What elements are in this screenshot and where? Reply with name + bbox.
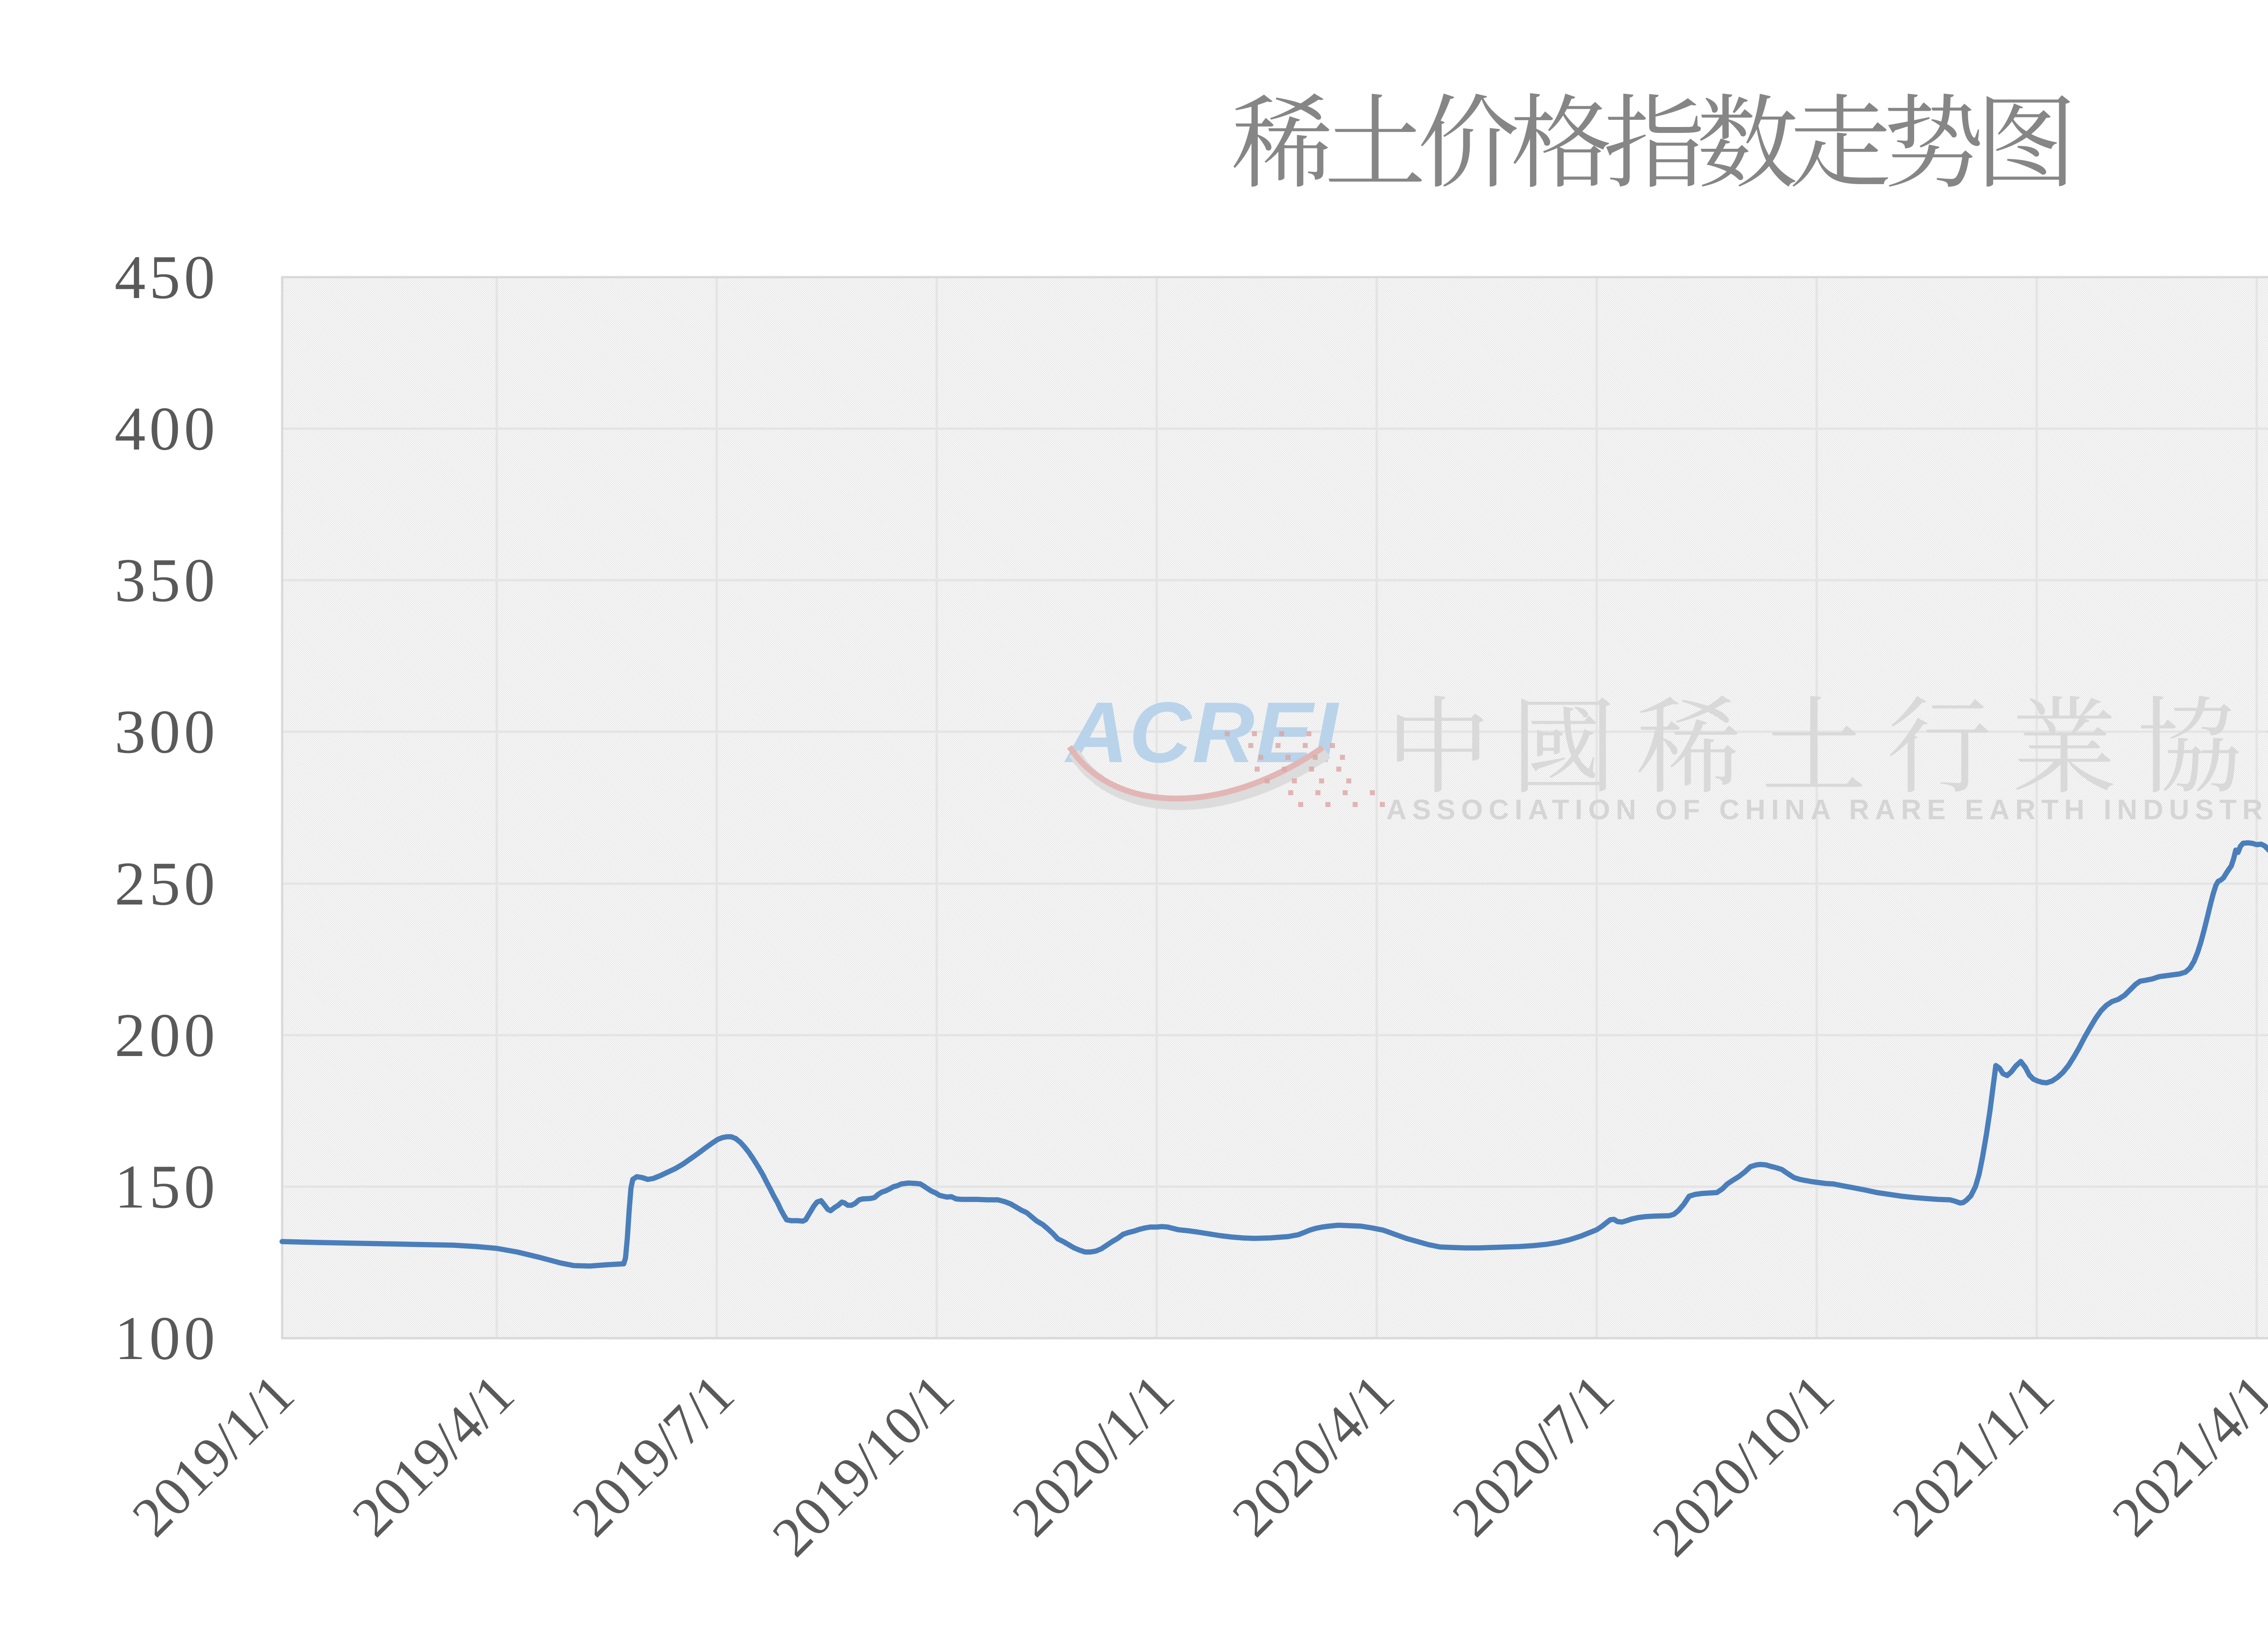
svg-text:400: 400 (115, 394, 219, 463)
svg-text:100: 100 (115, 1304, 219, 1373)
svg-text:200: 200 (115, 1001, 219, 1070)
svg-text:450: 450 (115, 243, 219, 312)
svg-text:250: 250 (115, 849, 219, 918)
svg-text:300: 300 (115, 697, 219, 766)
svg-text:350: 350 (115, 546, 219, 615)
svg-text:150: 150 (115, 1152, 219, 1221)
svg-text:ASSOCIATION OF CHINA RARE EART: ASSOCIATION OF CHINA RARE EARTH INDUSTRY (1386, 794, 2268, 826)
